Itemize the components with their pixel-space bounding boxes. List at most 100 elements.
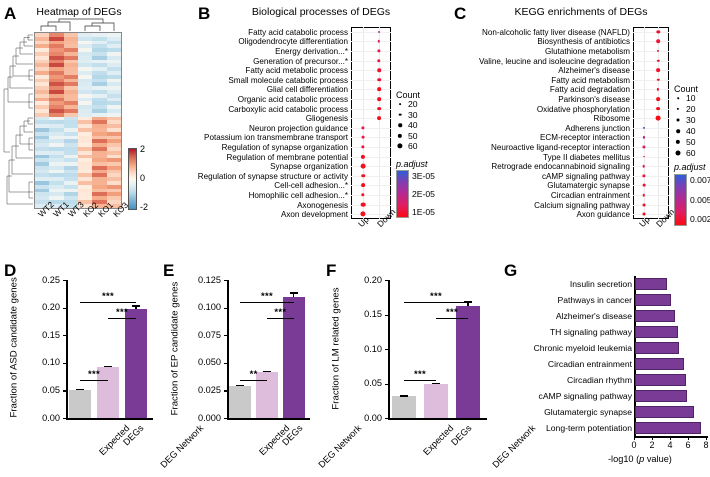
panel-b-legend: Count 20 30 40 50 60 p.adjust 3E-05 2E-05 1E… (396, 90, 450, 220)
dotplot-dot (642, 145, 646, 149)
panel-d-plot-area: 0.00 0.05 0.10 0.15 0.20 0.25 Expected DEGs DEG … (0, 258, 205, 477)
significance-stars: *** (430, 291, 442, 302)
dotplot-dot (642, 212, 646, 216)
dotplot-term-label: ECM-receptor interaction (540, 133, 630, 143)
bar (635, 277, 667, 291)
dotplot-dot (377, 116, 381, 121)
dotplot-term-label: Parkinson's disease (558, 95, 630, 104)
count-legend-title: Count (674, 84, 699, 94)
dotplot-term-label: Glutamatergic synapse (547, 181, 630, 191)
dotplot-dot (377, 87, 381, 92)
y-axis-tick-label: 0.20 (42, 302, 60, 313)
bar (635, 373, 687, 387)
dotplot-dot (642, 193, 646, 197)
bar-category-label: Chronic myeloid leukemia (533, 342, 632, 353)
count-legend-dot (675, 150, 681, 156)
significance-stars: *** (274, 307, 287, 318)
bar (635, 357, 684, 371)
error-bar-cap (236, 384, 245, 387)
y-axis-tick (385, 418, 388, 420)
y-axis-tick (224, 307, 227, 309)
dotplot-term-label: Ribosome (593, 114, 630, 124)
dotplot-dot (361, 183, 365, 188)
y-axis-tick-label: 0.10 (364, 343, 382, 354)
y-axis-tick-label: 0.05 (364, 378, 382, 388)
y-axis-tick (63, 390, 66, 392)
dotplot-term-label: Neuron projection guidance (249, 123, 348, 133)
panel-a-title: Heatmap of DEGs (36, 6, 122, 18)
panel-d-barchart: D Fraction of ASD candidate genes 0.00 0.… (0, 258, 205, 477)
bar (256, 371, 278, 418)
bar-category-label: Circadian entrainment (547, 358, 632, 369)
padjust-legend-label: 0.0025 (690, 214, 710, 224)
significance-bracket (267, 318, 294, 320)
y-axis-line (634, 276, 636, 436)
dotplot-term-label: Oligodendrocyte differentiation (238, 37, 348, 47)
x-axis-tick (706, 437, 708, 440)
significance-bracket (240, 302, 294, 304)
dotplot-dot (656, 78, 660, 81)
count-legend-dot (398, 113, 402, 116)
dotplot-term-label: Alzheimer's disease (558, 66, 630, 76)
y-axis-tick-label: 0.15 (364, 309, 382, 319)
panel-b-letter: B (198, 4, 211, 23)
y-axis-tick (63, 280, 66, 282)
count-legend-label: 50 (408, 130, 418, 141)
dotplot-dot (642, 136, 645, 139)
dotplot-term-label: Neuroactive ligand-receptor interaction (490, 143, 630, 152)
significance-bracket (80, 380, 108, 382)
count-legend-dot (397, 143, 403, 149)
x-axis-tick-label: 0 (631, 440, 637, 450)
dotplot-term-label: Fatty acid catabolic process (248, 27, 348, 37)
dotplot-term-label: Type II diabetes mellitus (543, 152, 630, 162)
dotplot-term-label: Biosynthesis of antibiotics (537, 37, 630, 47)
error-bar-cap (263, 370, 271, 372)
dotplot-dot (656, 68, 661, 73)
dotplot-term-label: Circadian entrainment (550, 191, 630, 200)
x-axis-tick (634, 437, 636, 440)
y-axis-tick-label: 0.15 (42, 329, 60, 340)
dotplot-term-label: Axon guidance (576, 210, 630, 220)
x-axis-tick (652, 437, 654, 440)
y-axis-tick-label: 0.20 (364, 274, 382, 285)
y-axis-tick-label: 0.00 (42, 412, 60, 423)
dotplot-dot (360, 202, 366, 207)
bar-category-label: Insulin secretion (569, 278, 632, 289)
panel-e-plot-area: 0.000 0.025 0.050 0.075 0.100 0.125 Expected DE… (157, 258, 363, 477)
dotplot-term-label: Gliogenesis (305, 114, 348, 124)
count-legend-dot (677, 97, 679, 99)
y-axis-tick (63, 335, 66, 337)
bar (635, 341, 680, 355)
colorbar-tick-low: -2 (140, 202, 149, 212)
y-axis-tick-label: 0.25 (42, 274, 60, 285)
panel-g-plot-area (634, 276, 706, 436)
padjust-legend-label: 3E-05 (412, 171, 435, 181)
bar (424, 383, 448, 418)
y-axis-tick (224, 390, 227, 392)
y-axis-tick (63, 307, 66, 309)
x-axis-tick (670, 437, 672, 440)
significance-bracket (80, 302, 136, 304)
dotplot-dot (360, 154, 366, 159)
bar (69, 389, 91, 418)
dotplot-term-label: Glutathione metabolism (544, 47, 630, 56)
dotplot-dot (642, 155, 645, 158)
dotplot-dot (377, 78, 381, 82)
dotplot-dot (361, 174, 365, 178)
dotplot-term-label: Glial cell differentiation (266, 85, 348, 95)
dotplot-dot (377, 49, 381, 53)
heatmap-colorbar (128, 148, 137, 210)
dotplot-term-label: Organic acid catabolic process (237, 95, 348, 104)
bar (229, 385, 252, 418)
dotplot-term-label: Retrograde endocannabinoid signaling (491, 162, 630, 172)
bar-category-label: Pathways in cancer (557, 294, 632, 305)
dotplot-term-label: Oxidative phosphorylation (536, 104, 630, 114)
dotplot-dot (656, 30, 660, 34)
bar-category-label: TH signaling pathway (549, 326, 632, 337)
panel-e-barchart: E Fraction of EP candidate genes 0.000 0.… (157, 258, 363, 477)
column-dendrogram (40, 18, 115, 31)
x-axis-line (634, 436, 708, 438)
panel-a-letter: A (4, 4, 17, 23)
y-axis-tick-label: 0.075 (198, 329, 221, 340)
